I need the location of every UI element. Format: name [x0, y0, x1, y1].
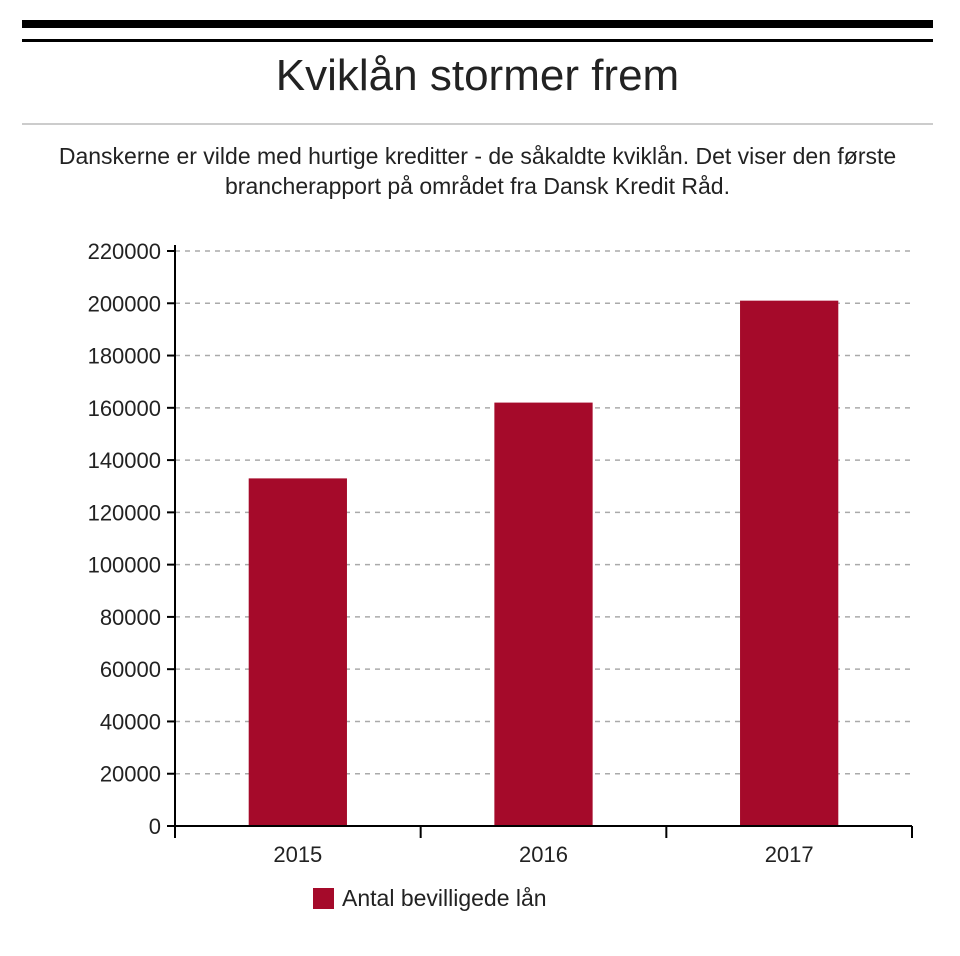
- header-rule-thick: [22, 20, 933, 28]
- y-tick-label: 160000: [88, 396, 161, 421]
- legend-swatch: [313, 888, 334, 909]
- y-tick-label: 20000: [100, 762, 161, 787]
- x-tick-label: 2017: [765, 842, 814, 867]
- bar: [740, 300, 839, 827]
- x-tick-label: 2016: [519, 842, 568, 867]
- chart-subtitle: Danskerne er vilde med hurtige kreditter…: [58, 143, 897, 199]
- y-tick-label: 220000: [88, 239, 161, 264]
- bar: [248, 478, 347, 826]
- y-tick-label: 60000: [100, 657, 161, 682]
- y-tick-label: 140000: [88, 448, 161, 473]
- chart-title: Kviklån stormer frem: [275, 51, 680, 100]
- y-tick-label: 100000: [88, 553, 161, 578]
- header-rule-thin: [22, 39, 933, 42]
- y-tick-label: 80000: [100, 605, 161, 630]
- y-tick-label: 120000: [88, 500, 161, 525]
- y-tick-label: 0: [149, 814, 161, 839]
- title-divider: [22, 123, 933, 125]
- legend-label: Antal bevilligede lån: [342, 885, 547, 911]
- chart-legend: Antal bevilligede lån: [313, 885, 547, 912]
- y-tick-label: 200000: [88, 291, 161, 316]
- y-tick-label: 40000: [100, 709, 161, 734]
- y-tick-label: 180000: [88, 344, 161, 369]
- bar: [494, 402, 593, 826]
- x-tick-label: 2015: [273, 842, 322, 867]
